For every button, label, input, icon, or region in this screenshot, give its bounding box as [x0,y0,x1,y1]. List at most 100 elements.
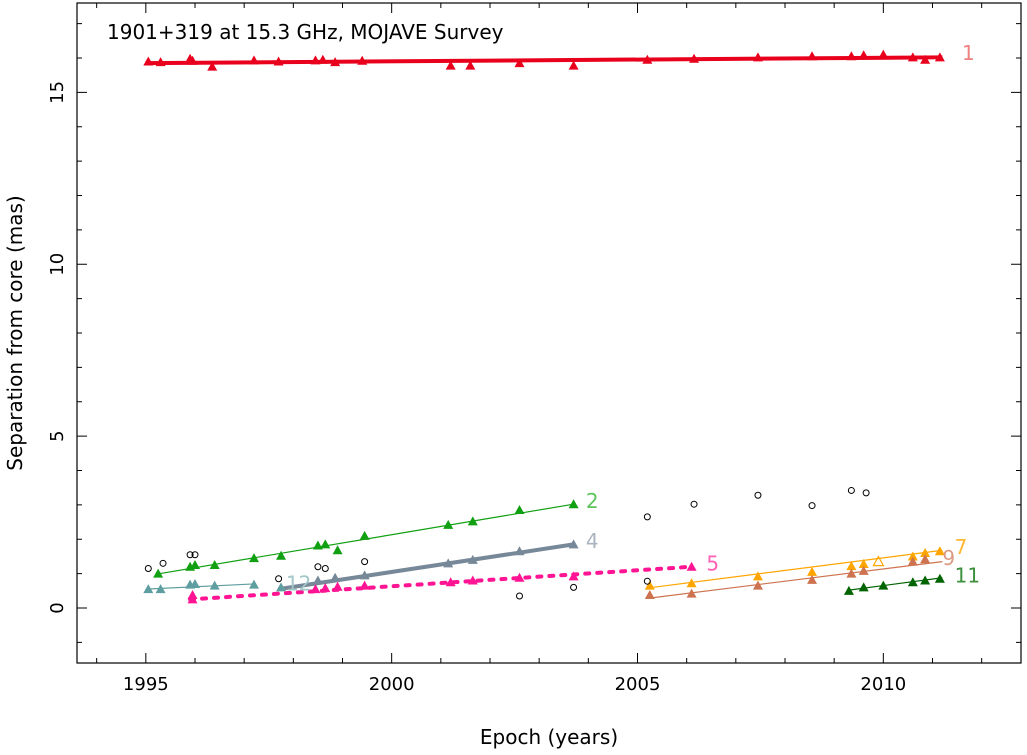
fit-line-12 [145,583,255,590]
point-comp-9 [858,565,869,575]
point-comp-1 [249,55,259,65]
point-comp-1 [878,49,889,59]
point-comp-4 [443,558,454,568]
point-comp-7 [907,551,918,561]
data-points [143,49,945,604]
point-comp-1 [846,51,857,61]
x-tick-label: 2010 [860,674,906,695]
point-comp-12 [276,582,287,592]
unassociated-point [643,577,651,585]
point-comp-7 [752,571,763,581]
point-comp-4 [312,575,323,585]
point-comp-7 [858,559,869,568]
point-comp-9 [907,556,918,566]
component-label-1: 1 [962,41,975,65]
point-comp-12 [143,584,154,594]
point-comp-11 [934,573,945,583]
point-comp-1 [330,57,341,67]
point-comp-7 [846,561,857,571]
open-point-comp-7 [872,555,885,567]
point-comp-12 [249,579,259,589]
point-comp-1 [934,52,945,62]
point-comp-11 [858,582,869,592]
unassociated-point [159,559,167,567]
x-tick-label: 2000 [369,674,415,695]
point-comp-4 [568,539,579,549]
point-comp-5 [320,583,331,593]
point-comp-2 [568,499,579,509]
point-comp-1 [310,55,321,65]
unassociated-point [754,491,762,499]
point-comp-1 [642,54,653,64]
point-comp-5 [445,577,456,587]
point-comp-2 [359,530,370,540]
point-comp-1 [207,61,218,71]
point-comp-2 [190,560,200,570]
component-label-7: 7 [955,535,968,559]
point-comp-2 [443,519,454,529]
point-comp-11 [878,580,889,590]
component-label-4: 4 [586,529,599,553]
y-tick-label: 0 [47,602,68,613]
fit-line-7 [647,549,943,589]
point-comp-7 [920,548,931,557]
x-tick-label: 2005 [615,674,661,695]
point-comp-1 [907,52,918,62]
point-comp-7 [934,546,945,556]
point-comp-5 [359,580,370,590]
point-comp-1 [689,53,700,63]
point-comp-9 [920,554,931,564]
point-comp-5 [686,561,697,571]
point-comp-1 [920,54,931,64]
point-comp-1 [514,58,525,68]
point-comp-2 [320,539,331,549]
point-comp-9 [686,588,697,598]
point-comp-4 [330,572,341,582]
unassociated-point [186,551,194,559]
component-label-11: 11 [955,563,980,587]
point-comp-1 [357,55,368,65]
x-tick-label: 1995 [123,674,169,695]
fit-line-9 [647,560,943,599]
point-comp-2 [153,568,164,578]
component-label-2: 2 [586,489,599,513]
point-comp-9 [644,589,655,599]
unassociated-point [191,551,199,559]
fit-line-5 [188,564,694,602]
point-comp-1 [187,55,198,65]
point-comp-5 [467,575,478,585]
point-comp-2 [332,545,343,555]
point-comp-1 [445,60,456,70]
unassociated-point [361,558,369,566]
point-comp-1 [317,54,328,64]
point-comp-12 [155,584,166,594]
y-tick-label: 15 [47,81,68,104]
chart-title: 1901+319 at 15.3 GHz, MOJAVE Survey [107,20,504,44]
x-axis-label: Epoch (years) [480,725,618,749]
point-comp-5 [310,584,321,594]
point-comp-1 [155,57,166,67]
unassociated-point [862,489,870,497]
point-comp-2 [312,540,323,550]
point-comp-11 [920,575,931,585]
unassociated-point [314,563,322,571]
point-comp-7 [644,580,655,590]
point-comp-2 [249,553,259,563]
unassociated-point [808,502,816,510]
point-comp-2 [276,550,287,560]
unassociated-point [570,583,578,591]
fit-lines [145,55,943,602]
component-label-9: 9 [942,546,955,570]
point-comp-9 [752,580,763,590]
point-comp-9 [807,574,818,584]
unassociated-point [847,486,855,494]
unassociated-point [516,592,523,600]
point-comp-5 [332,581,343,591]
point-comp-7 [686,578,697,588]
point-comp-1 [858,50,869,60]
point-comp-4 [514,546,525,556]
